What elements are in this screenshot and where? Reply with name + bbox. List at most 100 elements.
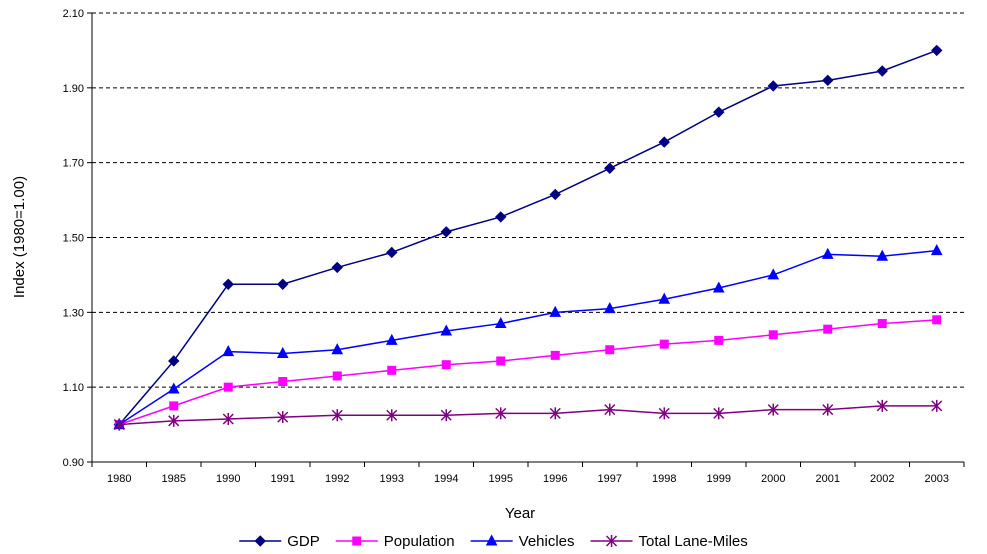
data-point-total-lane-miles: [386, 409, 398, 422]
axes: [87, 12, 965, 467]
data-point-population: [932, 315, 942, 325]
y-tick-label: 1.10: [63, 382, 84, 394]
data-point-population: [496, 356, 506, 366]
data-point-vehicles: [276, 346, 289, 358]
x-tick-label: 1996: [543, 473, 567, 485]
data-point-vehicles: [494, 316, 507, 329]
data-point-population: [605, 345, 615, 355]
x-tick-label: 2002: [870, 473, 894, 485]
data-point-total-lane-miles: [440, 409, 452, 422]
data-point-vehicles: [821, 247, 834, 259]
y-tick-label: 2.10: [63, 8, 84, 20]
data-point-total-lane-miles: [658, 407, 670, 420]
x-tick-label: 1980: [107, 473, 131, 485]
legend-item-population: Population: [335, 533, 455, 550]
data-point-population: [823, 324, 833, 334]
data-point-population: [223, 382, 233, 392]
data-point-population: [550, 350, 560, 360]
data-point-vehicles: [440, 324, 453, 336]
data-point-population: [332, 371, 342, 381]
data-point-total-lane-miles: [931, 399, 943, 412]
data-point-vehicles: [549, 305, 562, 317]
y-tick-label: 1.50: [63, 233, 84, 245]
x-tick-label: 1999: [707, 473, 731, 485]
legend-swatch-marker: [485, 534, 498, 546]
data-point-vehicles: [167, 382, 180, 394]
data-point-gdp: [658, 136, 670, 148]
data-point-gdp: [168, 355, 180, 367]
x-tick-label: 1997: [598, 473, 622, 485]
data-point-total-lane-miles: [822, 403, 834, 416]
y-tick-label: 0.90: [63, 457, 84, 469]
data-point-population: [659, 339, 669, 349]
data-point-gdp: [713, 106, 725, 118]
legend-label: Total Lane-Miles: [639, 533, 748, 550]
y-tick-label: 1.90: [63, 83, 84, 95]
data-point-gdp: [767, 80, 779, 92]
x-tick-label: 1993: [380, 473, 404, 485]
legend-swatch-marker: [352, 536, 362, 546]
data-point-population: [768, 330, 778, 340]
data-point-gdp: [386, 246, 398, 259]
data-point-vehicles: [603, 302, 616, 314]
data-point-gdp: [549, 188, 561, 201]
data-point-population: [441, 360, 451, 370]
data-point-total-lane-miles: [113, 418, 125, 431]
x-tick-label: 1991: [271, 473, 295, 485]
series-line-population: [119, 319, 937, 426]
data-point-vehicles: [222, 345, 235, 357]
data-point-total-lane-miles: [277, 411, 289, 424]
gridlines: [92, 12, 964, 388]
x-tick-label: 1994: [434, 473, 458, 485]
data-point-gdp: [331, 261, 343, 274]
legend-item-total-lane-miles: Total Lane-Miles: [590, 533, 748, 550]
series-line-gdp: [118, 49, 938, 426]
data-point-population: [714, 335, 724, 345]
data-point-vehicles: [767, 268, 780, 280]
x-tick-label: 2003: [925, 473, 949, 485]
legend-swatch-marker: [254, 535, 266, 547]
x-axis-title: Year: [505, 505, 535, 522]
x-tick-label: 1990: [216, 473, 240, 485]
data-point-total-lane-miles: [495, 407, 507, 420]
data-point-vehicles: [385, 333, 398, 345]
x-tick-label: 2001: [816, 473, 840, 485]
data-point-gdp: [277, 278, 289, 290]
data-point-vehicles: [331, 343, 344, 355]
data-point-gdp: [495, 211, 507, 223]
y-axis-title: Index (1980=1.00): [11, 176, 28, 298]
data-point-total-lane-miles: [549, 407, 561, 420]
data-point-total-lane-miles: [604, 403, 616, 416]
data-point-gdp: [822, 74, 834, 87]
y-tick-label: 1.70: [63, 158, 84, 170]
data-point-gdp: [876, 65, 888, 77]
legend: GDP Population Vehicles Total Lane-Miles: [239, 533, 748, 550]
legend-item-vehicles: Vehicles: [470, 533, 575, 550]
data-point-total-lane-miles: [222, 412, 234, 425]
data-point-total-lane-miles: [767, 403, 779, 416]
legend-swatch-marker: [606, 535, 618, 547]
x-tick-label: 1985: [162, 473, 186, 485]
data-point-population: [169, 401, 179, 411]
x-tick-label: 1992: [325, 473, 349, 485]
x-tick-label: 2000: [761, 473, 785, 485]
data-point-gdp: [222, 278, 234, 290]
data-point-total-lane-miles: [168, 414, 180, 427]
legend-label: GDP: [287, 533, 320, 550]
data-point-population: [877, 319, 887, 329]
data-point-vehicles: [876, 249, 889, 261]
legend-label: Population: [384, 533, 455, 550]
legend-item-gdp: GDP: [239, 533, 320, 550]
y-tick-label: 1.30: [63, 307, 84, 319]
data-point-population: [387, 365, 397, 375]
series-line-total-lane-miles: [119, 405, 937, 426]
data-point-gdp: [604, 162, 616, 174]
x-tick-label: 1995: [489, 473, 513, 485]
x-tick-label: 1998: [652, 473, 676, 485]
data-point-total-lane-miles: [876, 399, 888, 412]
legend-label: Vehicles: [519, 533, 575, 550]
data-point-total-lane-miles: [713, 407, 725, 420]
data-point-total-lane-miles: [331, 409, 343, 422]
tick-labels: 0.90 1.10 1.30 1.50 1.70 1.90 2.10 1980 1985 1990…: [63, 8, 949, 485]
